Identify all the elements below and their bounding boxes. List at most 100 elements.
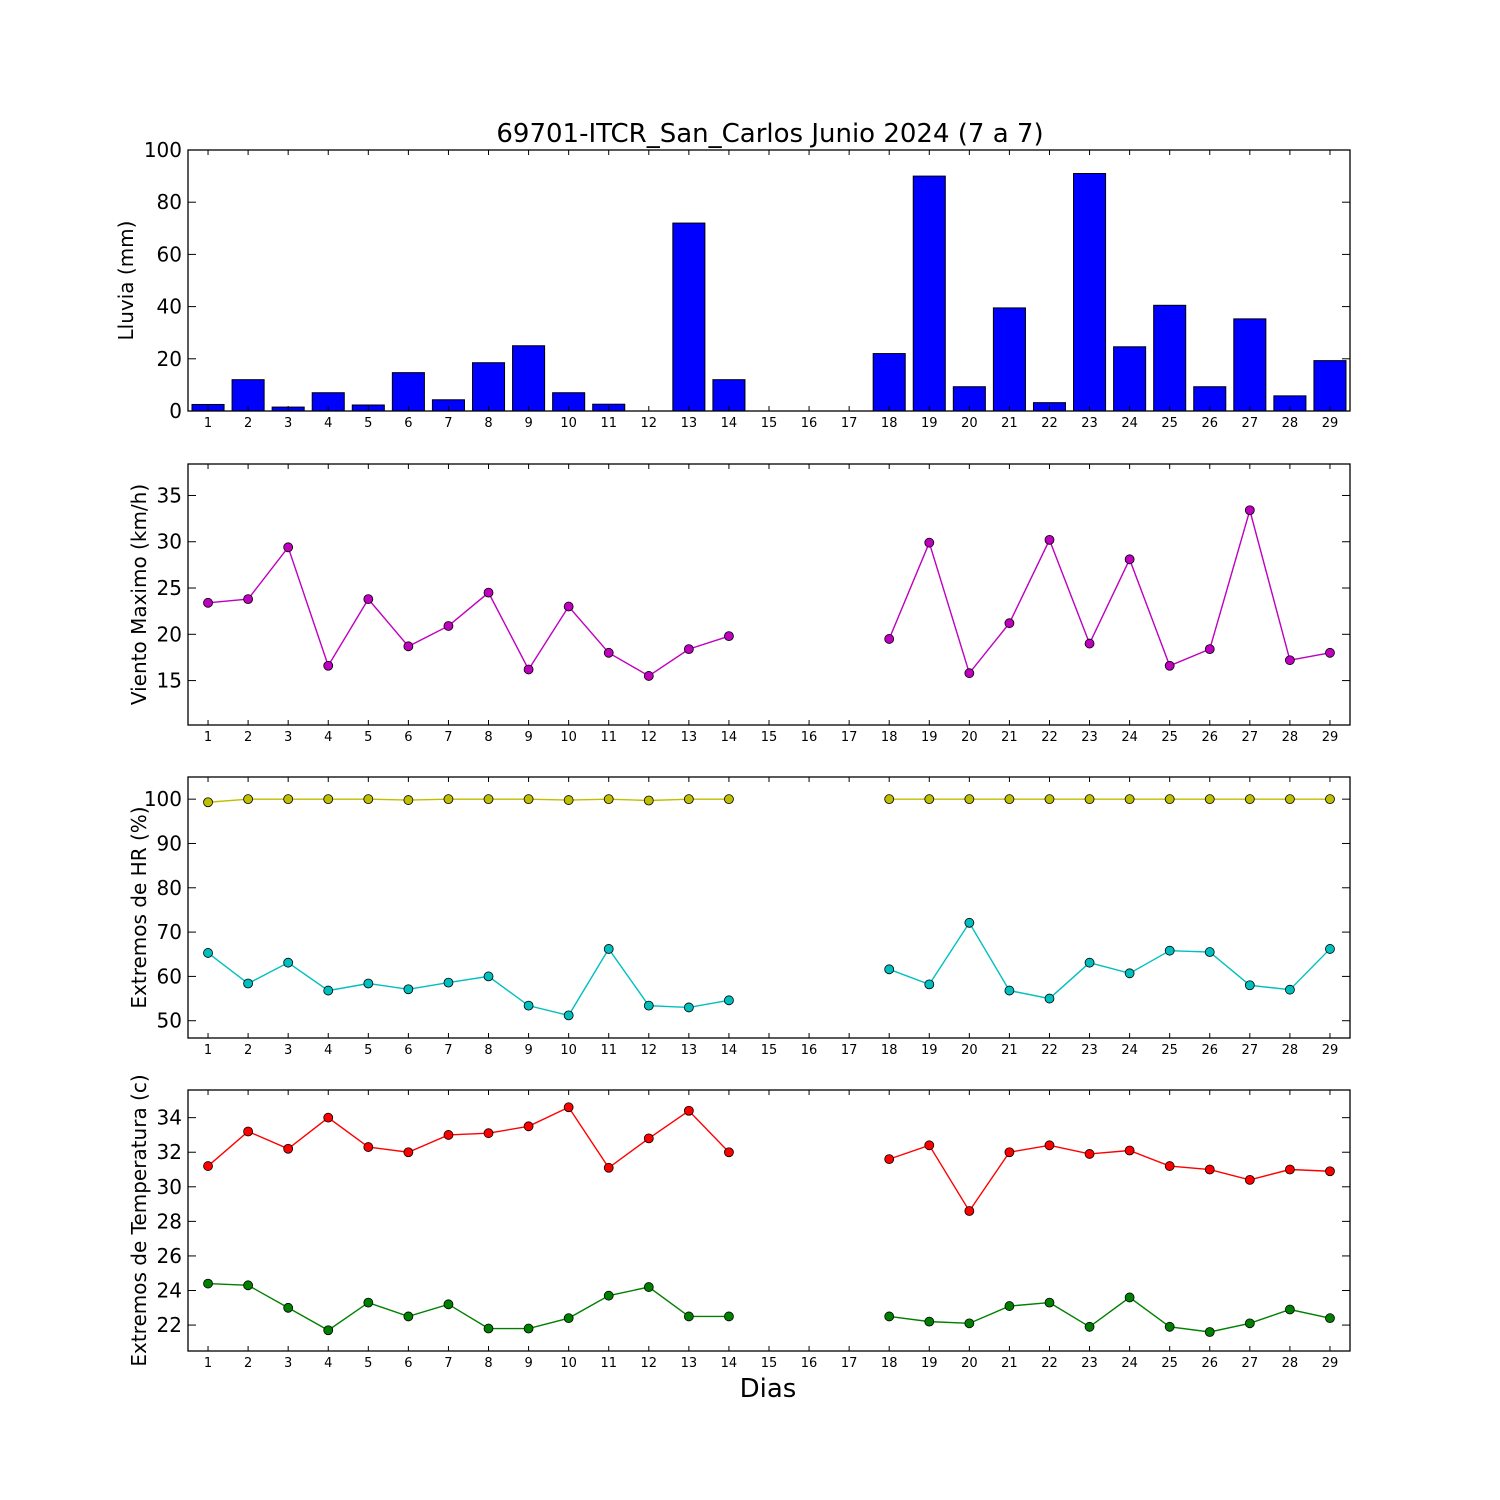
point-series-1-day-9 — [523, 1121, 534, 1132]
x-tick-label: 11 — [600, 416, 617, 431]
x-tick-label: 9 — [524, 730, 532, 745]
series-1-line — [888, 1144, 1331, 1213]
x-tick-label: 12 — [641, 1043, 658, 1058]
point-series-1-day-21 — [1004, 618, 1015, 629]
point-series-1-day-24 — [1124, 794, 1135, 805]
y-tick-label: 40 — [157, 295, 182, 319]
x-tick-label: 26 — [1201, 416, 1218, 431]
point-series-2-day-23 — [1084, 957, 1095, 968]
bar-day-21 — [992, 307, 1026, 412]
point-series-1-day-14 — [724, 794, 734, 805]
bar-day-25 — [1153, 304, 1187, 412]
point-series-2-day-12 — [643, 1000, 654, 1011]
x-tick-label: 25 — [1161, 1043, 1178, 1058]
point-series-2-day-19 — [924, 1316, 935, 1327]
point-series-1-day-24 — [1124, 554, 1135, 565]
y-axis-label: Extremos de Temperatura (c) — [127, 1074, 151, 1366]
y-tick-label: 90 — [157, 831, 182, 855]
y-tick-label: 100 — [144, 787, 182, 811]
x-tick-label: 17 — [841, 1356, 858, 1371]
x-tick-label: 4 — [324, 1356, 332, 1371]
bar-day-19 — [912, 175, 946, 412]
x-tick-label: 14 — [721, 730, 738, 745]
point-series-1-day-4 — [323, 660, 334, 671]
x-tick-label: 2 — [244, 730, 252, 745]
point-series-2-day-13 — [683, 1002, 694, 1013]
point-series-2-day-28 — [1284, 1304, 1295, 1315]
x-tick-label: 27 — [1242, 416, 1259, 431]
series-1-line — [888, 507, 1331, 675]
x-tick-label: 26 — [1201, 1043, 1218, 1058]
point-series-2-day-4 — [323, 985, 334, 996]
x-tick-label: 5 — [364, 1043, 372, 1058]
x-axis-label: Dias — [740, 1374, 797, 1404]
x-tick-label: 5 — [364, 730, 372, 745]
point-series-1-day-9 — [523, 664, 534, 675]
x-tick-label: 14 — [721, 416, 738, 431]
point-series-1-day-4 — [323, 794, 334, 805]
y-tick-label: 15 — [157, 669, 182, 693]
point-series-1-day-12 — [643, 671, 654, 681]
point-series-2-day-26 — [1204, 947, 1215, 957]
y-tick-label: 50 — [157, 1009, 182, 1033]
x-tick-label: 13 — [681, 1043, 698, 1058]
x-tick-label: 27 — [1242, 1043, 1259, 1058]
point-series-1-day-14 — [724, 1147, 734, 1158]
point-series-2-day-22 — [1044, 993, 1055, 1004]
x-tick-label: 19 — [921, 730, 938, 745]
x-tick-label: 24 — [1121, 1356, 1138, 1371]
point-series-1-day-10 — [563, 1102, 574, 1113]
panel-2: 1 2 3 4 5 6 7 8 9 10 11 12 13 14 15 16 17 18 19 20 21 22 23 24 2… — [127, 463, 1351, 745]
point-series-1-day-13 — [683, 1105, 694, 1116]
x-tick-label: 23 — [1081, 730, 1098, 745]
y-axis-label: Viento Maximo (km/h) — [127, 484, 151, 705]
point-series-1-day-19 — [924, 1140, 935, 1151]
point-series-1-day-18 — [884, 634, 895, 644]
x-tick-label: 19 — [921, 1356, 938, 1371]
x-tick-label: 1 — [204, 416, 212, 431]
x-tick-label: 25 — [1161, 416, 1178, 431]
y-axis-label: Extremos de HR (%) — [127, 806, 151, 1008]
bar-day-13 — [672, 222, 706, 412]
x-tick-label: 29 — [1322, 1043, 1339, 1058]
y-tick-label: 22 — [157, 1313, 182, 1337]
y-tick-label: 24 — [157, 1279, 182, 1303]
x-tick-label: 12 — [641, 416, 658, 431]
point-series-1-day-28 — [1284, 655, 1295, 666]
point-series-2-day-7 — [443, 1299, 454, 1310]
bar-day-18 — [872, 353, 906, 412]
y-tick-label: 25 — [157, 576, 182, 600]
x-tick-label: 29 — [1322, 1356, 1339, 1371]
point-series-1-day-22 — [1044, 1140, 1055, 1151]
point-series-2-day-25 — [1164, 945, 1175, 956]
x-tick-label: 26 — [1201, 730, 1218, 745]
x-tick-label: 28 — [1282, 730, 1299, 745]
x-tick-label: 3 — [284, 1043, 292, 1058]
point-series-1-day-10 — [563, 795, 574, 805]
x-tick-label: 8 — [484, 416, 492, 431]
point-series-2-day-4 — [323, 1325, 334, 1336]
x-tick-label: 13 — [681, 416, 698, 431]
point-series-2-day-24 — [1124, 968, 1135, 979]
point-series-2-day-1 — [203, 948, 213, 958]
series-1-line — [207, 798, 729, 803]
point-series-2-day-7 — [443, 977, 454, 988]
point-series-2-day-9 — [523, 1323, 534, 1334]
x-tick-label: 4 — [324, 416, 332, 431]
point-series-1-day-22 — [1044, 794, 1055, 805]
point-series-1-day-21 — [1004, 794, 1015, 805]
x-tick-label: 14 — [721, 1356, 738, 1371]
point-series-1-day-4 — [323, 1112, 334, 1123]
point-series-1-day-20 — [964, 668, 975, 679]
point-series-1-day-21 — [1004, 1147, 1015, 1158]
point-series-1-day-20 — [964, 794, 975, 805]
x-tick-label: 19 — [921, 416, 938, 431]
point-series-1-day-5 — [363, 594, 374, 605]
y-tick-label: 80 — [157, 876, 182, 900]
x-tick-label: 28 — [1282, 1356, 1299, 1371]
axes-frame — [187, 463, 1351, 726]
series-2-line — [207, 947, 730, 1017]
point-series-1-day-26 — [1204, 1164, 1215, 1175]
point-series-1-day-18 — [884, 1154, 895, 1165]
point-series-1-day-6 — [403, 795, 414, 805]
